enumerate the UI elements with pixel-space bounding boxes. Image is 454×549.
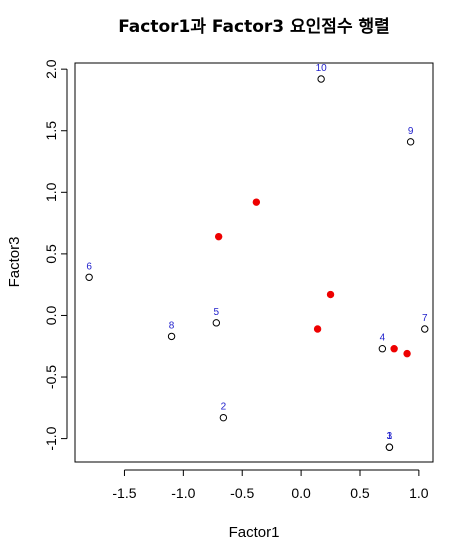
y-axis: -1.0 -0.5 0.0 0.5 1.0 1.5 2.0 (43, 59, 68, 451)
point-marker (212, 319, 221, 327)
point-label: 7 (422, 313, 428, 324)
point-marker (219, 413, 228, 422)
point-marker (421, 325, 429, 333)
x-axis: -1.5 -1.0 -0.5 0.0 0.5 1.0 (112, 469, 429, 501)
x-tick-label: -1.0 (171, 485, 195, 501)
x-tick-label: 0.5 (350, 485, 370, 501)
x-tick-label: 1.0 (409, 485, 429, 501)
highlight-point (252, 198, 261, 206)
highlight-point (390, 345, 398, 353)
x-tick-label: -1.5 (112, 485, 136, 501)
y-tick-label: -1.0 (43, 426, 59, 450)
highlight-point (403, 349, 411, 358)
y-tick-label: -0.5 (43, 365, 59, 389)
plot-frame (74, 62, 434, 463)
point-label: 4 (380, 333, 386, 344)
x-tick-label: -0.5 (230, 485, 254, 501)
y-axis-label: Factor3 (6, 237, 23, 288)
point-marker (85, 273, 93, 281)
point-marker (385, 443, 394, 451)
y-tick-label: 0.5 (43, 244, 59, 264)
point-label: 1 (387, 431, 393, 442)
highlight-point (313, 325, 322, 333)
data-points: 1 2 3 4 5 6 7 8 9 10 (85, 63, 429, 451)
point-label: 5 (214, 307, 220, 318)
x-tick-label: 0.0 (291, 485, 311, 501)
highlight-point (326, 290, 335, 299)
x-axis-label: Factor1 (229, 524, 280, 541)
chart-title: Factor1과 Factor3 요인점수 행렬 (118, 16, 390, 37)
point-marker (317, 75, 325, 83)
y-tick-label: 1.5 (43, 121, 59, 141)
point-label: 3 (387, 431, 393, 442)
point-label: 8 (169, 320, 175, 331)
point-marker (378, 345, 387, 353)
point-marker (167, 332, 176, 341)
point-label: 6 (86, 261, 92, 272)
point-label: 9 (408, 126, 414, 137)
point-marker (406, 138, 415, 146)
highlight-point (214, 232, 223, 241)
point-label: 10 (316, 63, 328, 74)
y-tick-label: 2.0 (43, 59, 59, 79)
y-tick-label: 1.0 (43, 182, 59, 202)
point-label: 2 (221, 402, 227, 413)
y-tick-label: 0.0 (43, 306, 59, 326)
